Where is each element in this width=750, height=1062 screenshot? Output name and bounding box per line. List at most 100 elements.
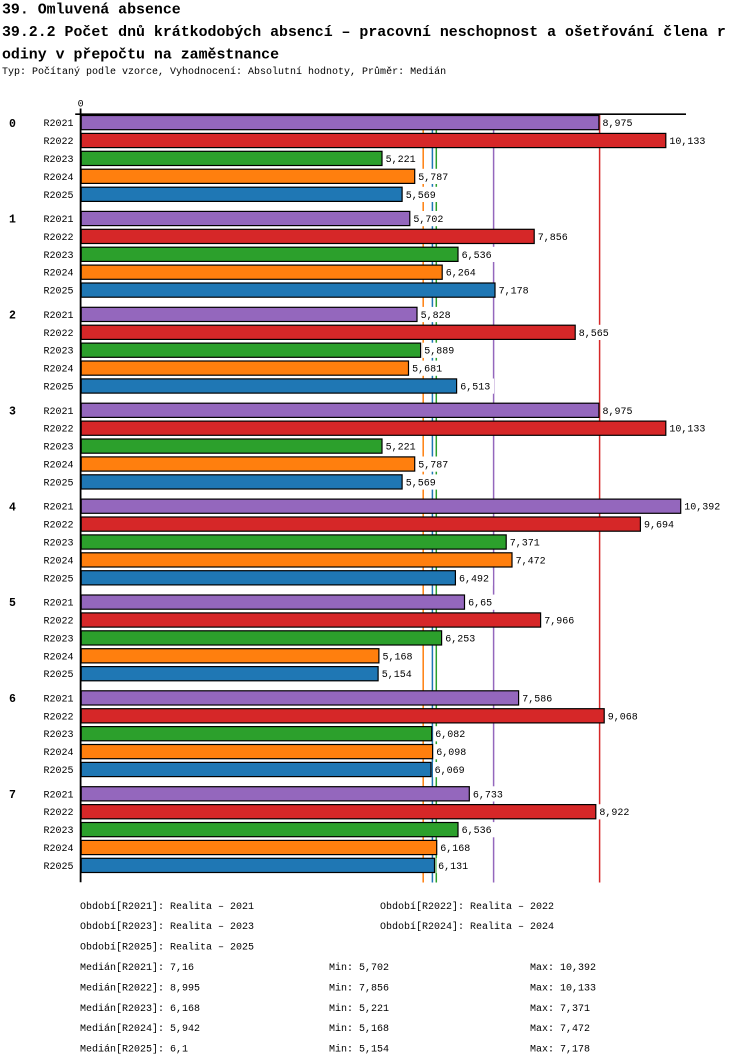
svg-text:R2021: R2021 [43, 694, 73, 705]
svg-text:R2023: R2023 [43, 347, 73, 358]
svg-text:R2023: R2023 [43, 730, 73, 741]
svg-text:6,536: 6,536 [462, 251, 492, 262]
svg-text:5,168: 5,168 [383, 652, 413, 663]
svg-text:2: 2 [9, 310, 16, 323]
svg-text:R2025: R2025 [43, 574, 73, 585]
svg-text:5,569: 5,569 [406, 478, 436, 489]
svg-text:R2024: R2024 [43, 269, 73, 280]
svg-text:8,922: 8,922 [599, 808, 629, 819]
svg-text:odiny v přepočtu na zaměstnanc: odiny v přepočtu na zaměstnance [2, 48, 279, 64]
svg-text:1: 1 [9, 214, 16, 227]
svg-text:6,253: 6,253 [445, 634, 475, 645]
svg-text:R2022: R2022 [43, 712, 73, 723]
svg-text:6,168: 6,168 [440, 844, 470, 855]
svg-text:6,098: 6,098 [436, 748, 466, 759]
svg-text:8,565: 8,565 [579, 329, 609, 340]
svg-text:6,513: 6,513 [460, 383, 490, 394]
svg-text:R2025: R2025 [43, 862, 73, 873]
svg-text:8,975: 8,975 [603, 407, 633, 418]
svg-text:R2024: R2024 [43, 461, 73, 472]
svg-text:5,702: 5,702 [413, 215, 443, 226]
svg-text:R2025: R2025 [43, 287, 73, 298]
svg-text:R2021: R2021 [43, 119, 73, 130]
svg-text:R2023: R2023 [43, 634, 73, 645]
svg-text:R2022: R2022 [43, 233, 73, 244]
svg-text:10,133: 10,133 [669, 137, 705, 148]
svg-text:R2021: R2021 [43, 215, 73, 226]
svg-text:5: 5 [9, 597, 16, 610]
svg-text:Období[R2021]: Realita – 2021: Období[R2021]: Realita – 2021 [80, 901, 254, 913]
svg-text:6,082: 6,082 [435, 730, 465, 741]
svg-text:7,371: 7,371 [510, 539, 540, 550]
svg-text:R2025: R2025 [43, 670, 73, 681]
svg-text:5,221: 5,221 [386, 155, 416, 166]
svg-text:R2021: R2021 [43, 407, 73, 418]
svg-text:R2022: R2022 [43, 425, 73, 436]
svg-text:6,492: 6,492 [459, 574, 489, 585]
svg-text:0: 0 [9, 118, 16, 131]
svg-text:Max: 7,178: Max: 7,178 [530, 1045, 590, 1056]
svg-text:9,068: 9,068 [608, 712, 638, 723]
svg-text:R2025: R2025 [43, 383, 73, 394]
svg-text:R2023: R2023 [43, 251, 73, 262]
svg-text:R2022: R2022 [43, 808, 73, 819]
svg-text:Medián[R2025]: 6,1: Medián[R2025]: 6,1 [80, 1044, 188, 1056]
svg-text:7: 7 [9, 789, 16, 802]
svg-text:6,069: 6,069 [435, 766, 465, 777]
svg-text:R2023: R2023 [43, 155, 73, 166]
svg-text:4: 4 [9, 501, 16, 514]
svg-text:R2024: R2024 [43, 365, 73, 376]
svg-text:Období[R2023]: Realita – 2023: Období[R2023]: Realita – 2023 [80, 921, 254, 933]
svg-text:R2023: R2023 [43, 539, 73, 550]
svg-text:R2021: R2021 [43, 599, 73, 610]
svg-text:R2025: R2025 [43, 191, 73, 202]
svg-text:R2025: R2025 [43, 478, 73, 489]
svg-text:3: 3 [9, 406, 16, 419]
svg-text:5,787: 5,787 [418, 173, 448, 184]
svg-text:R2024: R2024 [43, 748, 73, 759]
svg-text:6: 6 [9, 693, 16, 706]
svg-text:Min: 5,702: Min: 5,702 [329, 962, 389, 974]
svg-text:Medián[R2023]: 6,168: Medián[R2023]: 6,168 [80, 1003, 200, 1015]
svg-text:5,221: 5,221 [386, 443, 416, 454]
svg-text:5,154: 5,154 [382, 670, 412, 681]
svg-text:R2022: R2022 [43, 329, 73, 340]
svg-text:Typ: Počítaný podle vzorce, Vy: Typ: Počítaný podle vzorce, Vyhodnocení:… [2, 65, 446, 78]
svg-text:Medián[R2022]: 8,995: Medián[R2022]: 8,995 [80, 982, 200, 994]
svg-text:8,975: 8,975 [603, 119, 633, 130]
svg-text:Období[R2025]: Realita – 2025: Období[R2025]: Realita – 2025 [80, 942, 254, 954]
svg-text:7,966: 7,966 [544, 617, 574, 628]
svg-text:R2024: R2024 [43, 844, 73, 855]
svg-text:R2024: R2024 [43, 652, 73, 663]
svg-text:10,392: 10,392 [684, 503, 720, 514]
svg-text:5,569: 5,569 [406, 191, 436, 202]
svg-text:Období[R2022]: Realita – 2022: Období[R2022]: Realita – 2022 [380, 901, 554, 913]
svg-text:5,681: 5,681 [412, 365, 442, 376]
svg-text:R2021: R2021 [43, 503, 73, 514]
svg-text:Medián[R2024]: 5,942: Medián[R2024]: 5,942 [80, 1023, 200, 1035]
svg-text:10,133: 10,133 [669, 425, 705, 436]
svg-text:Max: 7,371: Max: 7,371 [530, 1004, 590, 1015]
svg-text:Min: 5,154: Min: 5,154 [329, 1044, 389, 1056]
svg-text:5,889: 5,889 [424, 347, 454, 358]
svg-text:R2022: R2022 [43, 617, 73, 628]
svg-text:Období[R2024]: Realita – 2024: Období[R2024]: Realita – 2024 [380, 921, 554, 933]
svg-text:R2025: R2025 [43, 766, 73, 777]
svg-text:R2024: R2024 [43, 173, 73, 184]
svg-text:Max: 7,472: Max: 7,472 [530, 1024, 590, 1035]
svg-text:R2022: R2022 [43, 137, 73, 148]
svg-text:R2023: R2023 [43, 826, 73, 837]
svg-text:7,178: 7,178 [499, 287, 529, 298]
svg-text:R2021: R2021 [43, 790, 73, 801]
svg-text:6,733: 6,733 [473, 790, 503, 801]
svg-text:R2024: R2024 [43, 556, 73, 567]
svg-text:R2023: R2023 [43, 443, 73, 454]
svg-text:6,65: 6,65 [468, 599, 492, 610]
svg-text:Min: 5,221: Min: 5,221 [329, 1003, 389, 1015]
svg-text:39. Omluvená absence: 39. Omluvená absence [2, 3, 181, 19]
svg-text:7,586: 7,586 [522, 694, 552, 705]
svg-text:R2021: R2021 [43, 311, 73, 322]
svg-text:Max: 10,133: Max: 10,133 [530, 983, 596, 994]
svg-text:6,536: 6,536 [462, 826, 492, 837]
svg-text:Medián[R2021]: 7,16: Medián[R2021]: 7,16 [80, 962, 194, 974]
